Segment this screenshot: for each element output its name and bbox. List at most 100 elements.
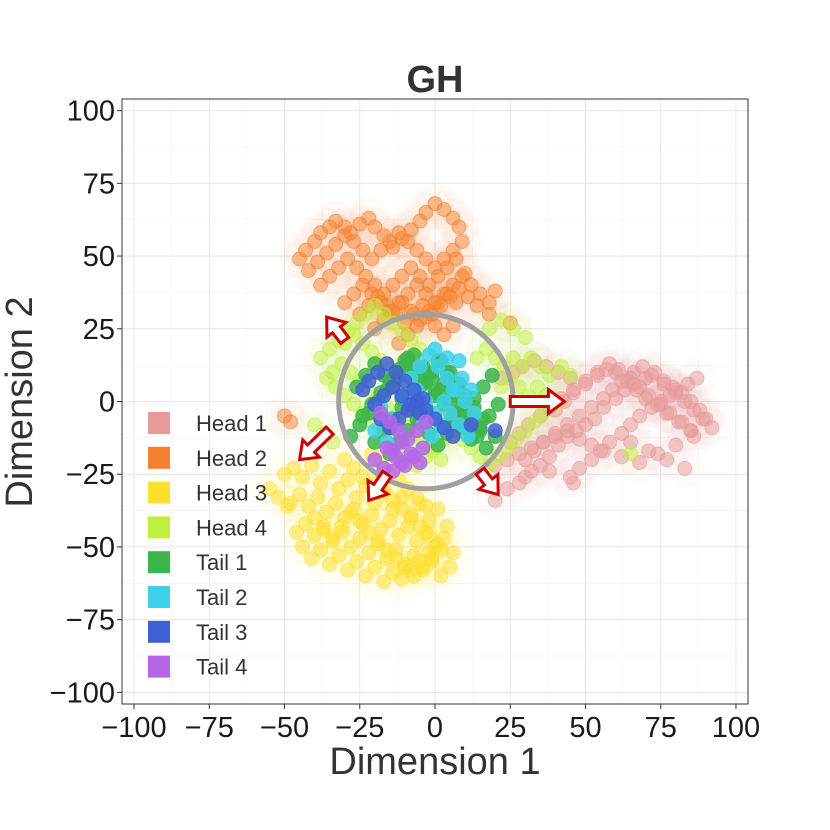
legend-swatch bbox=[148, 481, 170, 504]
data-point bbox=[331, 260, 347, 276]
data-point bbox=[376, 306, 392, 322]
data-point bbox=[409, 423, 425, 439]
data-point bbox=[382, 234, 398, 250]
data-point bbox=[490, 396, 506, 412]
data-point bbox=[397, 373, 413, 389]
x-axis: −100 −75 −50 −25 0 25 50 75 100 bbox=[101, 704, 760, 744]
data-point bbox=[355, 277, 371, 293]
data-point bbox=[436, 420, 452, 436]
data-point bbox=[385, 379, 401, 395]
data-point bbox=[358, 568, 374, 584]
data-point bbox=[635, 359, 651, 375]
series-tail-3 bbox=[355, 356, 503, 444]
data-point bbox=[463, 417, 479, 433]
data-point bbox=[686, 428, 702, 444]
data-point bbox=[541, 463, 557, 479]
legend-swatch bbox=[148, 586, 170, 608]
data-point bbox=[571, 408, 587, 424]
arrow-shape bbox=[325, 315, 351, 346]
data-point bbox=[394, 295, 410, 311]
data-point bbox=[397, 559, 413, 575]
data-point bbox=[358, 306, 374, 322]
data-point bbox=[442, 405, 458, 421]
y-tick-label: −75 bbox=[66, 605, 115, 637]
data-point bbox=[526, 414, 542, 430]
data-point bbox=[584, 437, 599, 453]
data-point bbox=[367, 423, 383, 439]
data-point bbox=[596, 443, 612, 459]
data-point bbox=[394, 434, 410, 450]
data-point bbox=[337, 452, 353, 468]
data-point bbox=[316, 521, 332, 537]
data-point bbox=[261, 481, 277, 497]
data-point bbox=[391, 225, 407, 241]
data-point bbox=[376, 574, 392, 590]
data-point bbox=[689, 370, 705, 386]
data-point bbox=[571, 460, 587, 476]
data-point bbox=[370, 533, 386, 549]
data-point bbox=[322, 268, 338, 284]
data-point bbox=[436, 327, 452, 343]
data-point bbox=[412, 455, 428, 471]
data-point bbox=[352, 513, 368, 529]
data-point bbox=[349, 260, 365, 276]
legend-label: Tail 2 bbox=[196, 585, 247, 610]
data-point bbox=[421, 527, 437, 543]
arrow-shape bbox=[366, 469, 394, 503]
legend-label: Head 2 bbox=[196, 446, 267, 471]
y-axis-title: Dimension 2 bbox=[0, 296, 41, 507]
x-tick-label: 100 bbox=[712, 712, 760, 744]
data-point bbox=[668, 385, 684, 401]
data-point bbox=[493, 379, 509, 395]
legend-label: Head 3 bbox=[196, 481, 267, 506]
data-point bbox=[436, 394, 452, 409]
data-point bbox=[424, 428, 440, 444]
series-head-3 bbox=[261, 446, 461, 590]
data-point bbox=[397, 353, 413, 369]
data-point bbox=[307, 417, 323, 433]
data-point bbox=[433, 452, 449, 468]
x-tick-label: 50 bbox=[569, 712, 601, 744]
y-tick-label: 0 bbox=[99, 387, 115, 419]
data-point bbox=[355, 242, 371, 258]
data-point bbox=[361, 545, 377, 561]
data-point bbox=[584, 452, 599, 468]
data-point bbox=[451, 280, 467, 296]
data-point bbox=[484, 367, 500, 383]
data-point bbox=[283, 414, 299, 430]
data-point bbox=[641, 388, 657, 404]
y-tick-label: −100 bbox=[50, 677, 115, 709]
arrow bbox=[297, 424, 336, 462]
data-point bbox=[427, 341, 443, 357]
data-point bbox=[469, 350, 485, 366]
x-tick-label: 25 bbox=[494, 712, 526, 744]
x-tick-label: 75 bbox=[645, 712, 677, 744]
data-point bbox=[379, 356, 395, 372]
data-point bbox=[391, 527, 407, 543]
data-point bbox=[448, 251, 464, 267]
data-point bbox=[388, 551, 404, 567]
data-point bbox=[505, 350, 521, 366]
data-point bbox=[677, 460, 693, 476]
data-point bbox=[385, 277, 401, 293]
data-point bbox=[298, 242, 314, 258]
arrow-shape bbox=[474, 466, 500, 497]
chart-title: GH bbox=[407, 59, 464, 101]
legend-swatch bbox=[148, 655, 170, 678]
data-point bbox=[427, 318, 443, 334]
data-point bbox=[632, 408, 648, 424]
data-point bbox=[517, 330, 533, 346]
data-point bbox=[340, 472, 356, 488]
x-axis-title: Dimension 1 bbox=[329, 741, 540, 783]
data-point bbox=[328, 236, 344, 252]
data-point bbox=[346, 286, 362, 302]
data-point bbox=[409, 318, 425, 334]
data-point bbox=[656, 376, 672, 392]
data-point bbox=[481, 306, 497, 322]
data-point bbox=[439, 286, 455, 302]
data-point bbox=[412, 359, 428, 375]
data-point bbox=[409, 394, 425, 409]
data-point bbox=[668, 437, 684, 453]
legend-swatch bbox=[148, 516, 170, 539]
data-point bbox=[373, 405, 389, 421]
